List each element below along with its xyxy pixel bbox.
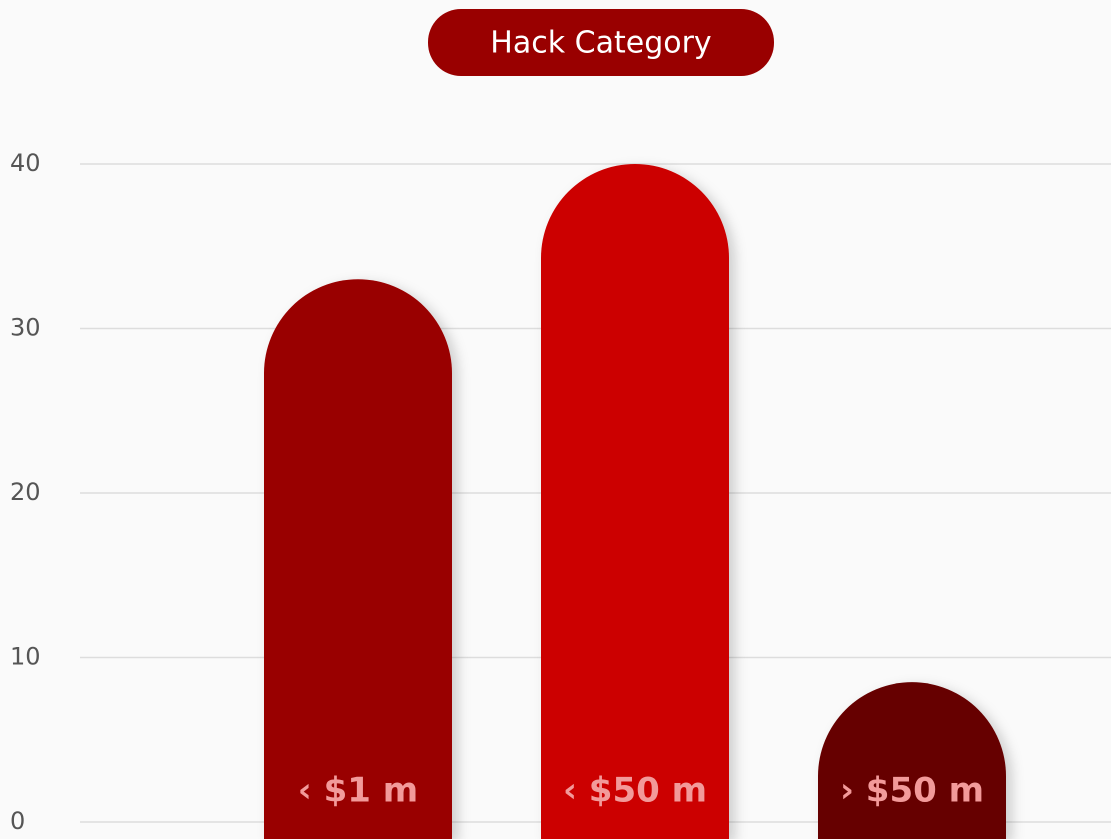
x-tick-label: ‹ $1 m — [298, 771, 418, 811]
y-tick-label: 0 — [10, 807, 25, 835]
y-tick-label: 20 — [10, 478, 41, 506]
x-tick-label: › $50 m — [840, 771, 984, 811]
bar — [264, 279, 452, 839]
bar — [541, 164, 729, 839]
chart-title: Hack Category — [490, 26, 711, 61]
x-tick-label: ‹ $50 m — [563, 771, 707, 811]
y-tick-label: 40 — [10, 149, 41, 177]
title-pill — [428, 9, 774, 76]
bar — [818, 682, 1006, 839]
y-tick-label: 30 — [10, 314, 41, 342]
y-tick-label: 10 — [10, 643, 41, 671]
